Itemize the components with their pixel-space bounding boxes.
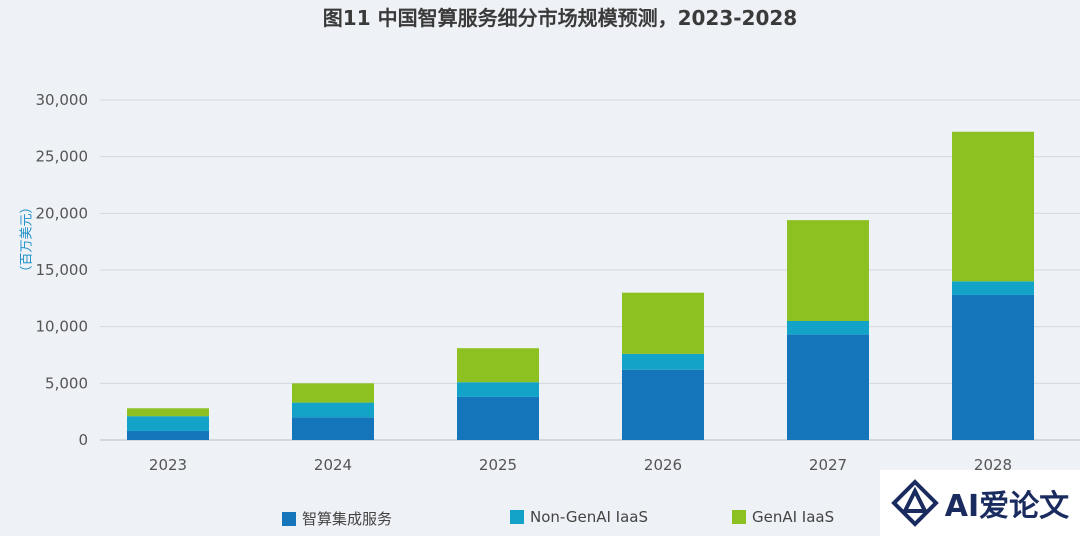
bar-segment	[622, 369, 704, 440]
legend-label-2: Non-GenAI IaaS	[530, 508, 649, 526]
x-tick-label: 2028	[974, 456, 1012, 474]
bar-segment	[457, 382, 539, 397]
legend-swatch-2	[510, 510, 524, 524]
bar-segment	[457, 396, 539, 440]
y-tick-label: 5,000	[45, 374, 88, 392]
x-tick-label: 2024	[314, 456, 352, 474]
legend-label-1: 智算集成服务	[302, 510, 393, 528]
bar-segment	[787, 321, 869, 335]
bar-segment	[952, 281, 1034, 295]
legend-item-3: GenAI IaaS	[732, 508, 834, 526]
y-tick-label: 15,000	[36, 261, 89, 279]
bar-segment	[952, 131, 1034, 282]
bar-segment	[292, 383, 374, 403]
x-tick-label: 2026	[644, 456, 682, 474]
y-tick-label: 30,000	[36, 91, 89, 109]
bar-segment	[787, 334, 869, 440]
x-tick-label: 2027	[809, 456, 847, 474]
y-tick-label: 0	[78, 431, 88, 449]
grid-lines	[100, 99, 1080, 441]
legend-swatch-1	[282, 511, 296, 526]
y-tick-label: 10,000	[36, 318, 89, 336]
y-tick-label: 25,000	[36, 148, 89, 166]
bar-segment	[622, 353, 704, 370]
bar-segment	[292, 417, 374, 440]
legend-item-1: 智算集成服务	[282, 508, 392, 529]
bar-segment	[292, 402, 374, 418]
axis-labels: 0 5,000 10,000 15,000 20,000 25,000 30,000 2023…	[36, 91, 1013, 474]
bars	[127, 131, 1034, 440]
legend-item-2: Non-GenAI IaaS	[510, 508, 648, 526]
bar-segment	[622, 292, 704, 354]
watermark-logo: AI爱论文	[880, 470, 1080, 536]
bar-segment	[127, 416, 209, 431]
x-tick-label: 2025	[479, 456, 517, 474]
bar-segment	[127, 408, 209, 417]
legend-swatch-3	[732, 510, 746, 524]
bar-segment	[457, 348, 539, 383]
y-tick-label: 20,000	[36, 204, 89, 222]
logo-icon	[890, 479, 939, 527]
logo-text: AI爱论文	[944, 489, 1070, 524]
x-tick-label: 2023	[149, 456, 187, 474]
bar-segment	[127, 430, 209, 440]
legend-label-3: GenAI IaaS	[752, 508, 835, 526]
bar-segment	[952, 294, 1034, 440]
legend: 智算集成服务 Non-GenAI IaaS GenAI IaaS	[0, 508, 1080, 530]
chart-title: 图11 中国智算服务细分市场规模预测，2023-2028	[322, 6, 798, 30]
bar-segment	[787, 220, 869, 321]
